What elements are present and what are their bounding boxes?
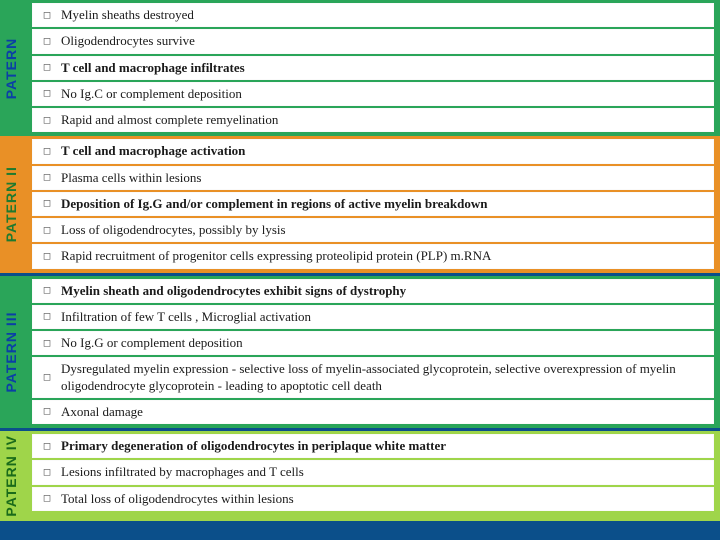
item-text: Myelin sheaths destroyed	[61, 7, 709, 23]
list-item: ◻No Ig.C or complement deposition	[32, 82, 714, 106]
item-text: T cell and macrophage infiltrates	[61, 60, 709, 76]
section-content: ◻Primary degeneration of oligodendrocyte…	[22, 431, 720, 521]
bullet-icon: ◻	[33, 62, 61, 73]
list-item: ◻Myelin sheaths destroyed	[32, 3, 714, 27]
list-item: ◻Loss of oligodendrocytes, possibly by l…	[32, 218, 714, 242]
section-content: ◻Myelin sheaths destroyed ◻Oligodendrocy…	[22, 0, 720, 136]
bullet-icon: ◻	[33, 146, 61, 157]
item-text: No Ig.G or complement deposition	[61, 335, 709, 351]
bullet-icon: ◻	[33, 225, 61, 236]
section-content: ◻Myelin sheath and oligodendrocytes exhi…	[22, 276, 720, 429]
bullet-icon: ◻	[33, 172, 61, 183]
item-text: Oligodendrocytes survive	[61, 33, 709, 49]
list-item: ◻T cell and macrophage activation	[32, 139, 714, 163]
bullet-icon: ◻	[33, 115, 61, 126]
bullet-icon: ◻	[33, 10, 61, 21]
section-label: PATERN IV	[0, 431, 22, 521]
item-text: Myelin sheath and oligodendrocytes exhib…	[61, 283, 709, 299]
list-item: ◻T cell and macrophage infiltrates	[32, 56, 714, 80]
slide-container: PATERN ◻Myelin sheaths destroyed ◻Oligod…	[0, 0, 720, 540]
bullet-icon: ◻	[33, 251, 61, 262]
item-text: Infiltration of few T cells , Microglial…	[61, 309, 709, 325]
bullet-icon: ◻	[33, 406, 61, 417]
section-content: ◻T cell and macrophage activation ◻Plasm…	[22, 136, 720, 272]
list-item: ◻Myelin sheath and oligodendrocytes exhi…	[32, 279, 714, 303]
bullet-icon: ◻	[33, 311, 61, 322]
bullet-icon: ◻	[33, 467, 61, 478]
item-text: Axonal damage	[61, 404, 709, 420]
list-item: ◻Infiltration of few T cells , Microglia…	[32, 305, 714, 329]
list-item: ◻Lesions infiltrated by macrophages and …	[32, 460, 714, 484]
section-label: PATERN	[0, 0, 22, 136]
item-text: Plasma cells within lesions	[61, 170, 709, 186]
item-text: Loss of oligodendrocytes, possibly by ly…	[61, 222, 709, 238]
list-item: ◻Oligodendrocytes survive	[32, 29, 714, 53]
list-item: ◻Rapid and almost complete remyelination	[32, 108, 714, 132]
list-item: ◻Axonal damage	[32, 400, 714, 424]
bullet-icon: ◻	[33, 285, 61, 296]
list-item: ◻No Ig.G or complement deposition	[32, 331, 714, 355]
section-pattern-1: PATERN ◻Myelin sheaths destroyed ◻Oligod…	[0, 0, 720, 136]
bullet-icon: ◻	[33, 36, 61, 47]
item-text: Lesions infiltrated by macrophages and T…	[61, 464, 709, 480]
section-pattern-3: PATERN III ◻Myelin sheath and oligodendr…	[0, 276, 720, 429]
list-item: ◻Dysregulated myelin expression - select…	[32, 357, 714, 398]
list-item: ◻Rapid recruitment of progenitor cells e…	[32, 244, 714, 268]
list-item: ◻Primary degeneration of oligodendrocyte…	[32, 434, 714, 458]
list-item: ◻Deposition of Ig.G and/or complement in…	[32, 192, 714, 216]
item-text: Primary degeneration of oligodendrocytes…	[61, 438, 709, 454]
item-text: Dysregulated myelin expression - selecti…	[61, 361, 709, 394]
bullet-icon: ◻	[33, 372, 61, 383]
item-text: No Ig.C or complement deposition	[61, 86, 709, 102]
bullet-icon: ◻	[33, 441, 61, 452]
list-item: ◻Plasma cells within lesions	[32, 166, 714, 190]
section-pattern-2: PATERN II ◻T cell and macrophage activat…	[0, 136, 720, 272]
bullet-icon: ◻	[33, 493, 61, 504]
section-pattern-4: PATERN IV ◻Primary degeneration of oligo…	[0, 431, 720, 521]
list-item: ◻Total loss of oligodendrocytes within l…	[32, 487, 714, 511]
bullet-icon: ◻	[33, 198, 61, 209]
bullet-icon: ◻	[33, 338, 61, 349]
section-label: PATERN III	[0, 276, 22, 429]
item-text: T cell and macrophage activation	[61, 143, 709, 159]
section-label: PATERN II	[0, 136, 22, 272]
bullet-icon: ◻	[33, 88, 61, 99]
item-text: Total loss of oligodendrocytes within le…	[61, 491, 709, 507]
item-text: Rapid and almost complete remyelination	[61, 112, 709, 128]
item-text: Deposition of Ig.G and/or complement in …	[61, 196, 709, 212]
item-text: Rapid recruitment of progenitor cells ex…	[61, 248, 709, 264]
